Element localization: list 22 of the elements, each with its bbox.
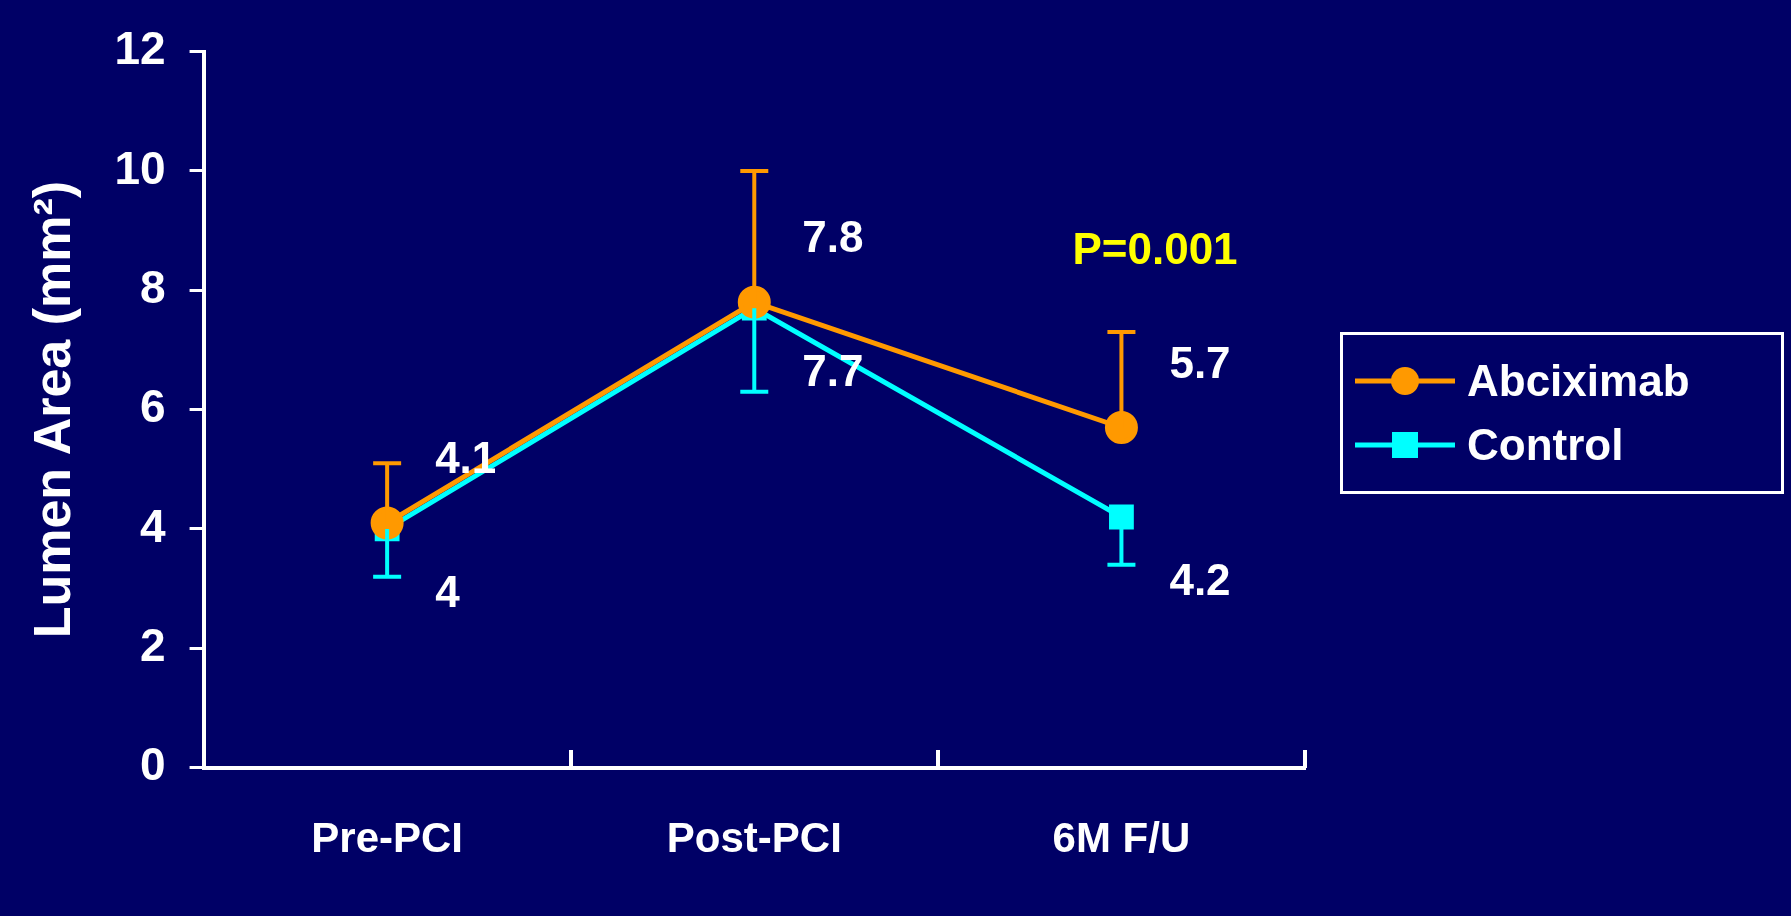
data-label: 7.8 — [802, 212, 864, 262]
data-label: 4.1 — [435, 433, 497, 483]
annotation: P=0.001 — [1072, 223, 1238, 273]
x-tick-label: 6M F/U — [1052, 814, 1191, 862]
y-tick-label: 0 — [139, 738, 166, 791]
legend-label: Abciximab — [1467, 356, 1690, 406]
legend-label: Control — [1467, 420, 1624, 470]
point — [1109, 504, 1134, 530]
point — [1104, 411, 1138, 444]
x-tick-label: Post-PCI — [666, 814, 842, 862]
data-label: 4 — [435, 567, 461, 617]
y-tick-label: 6 — [139, 380, 166, 433]
data-label: 4.2 — [1169, 555, 1231, 605]
data-label: 5.7 — [1169, 337, 1231, 387]
y-tick-label: 4 — [139, 499, 166, 552]
data-label: 7.7 — [802, 346, 864, 396]
x-tick-label: Pre-PCI — [311, 814, 463, 862]
y-tick-label: 2 — [139, 618, 166, 671]
y-tick-label: 12 — [114, 22, 166, 75]
y-tick-label: 10 — [114, 141, 166, 194]
y-axis-title: Lumen Area (mm²) — [22, 180, 81, 639]
y-tick-label: 8 — [139, 260, 166, 313]
